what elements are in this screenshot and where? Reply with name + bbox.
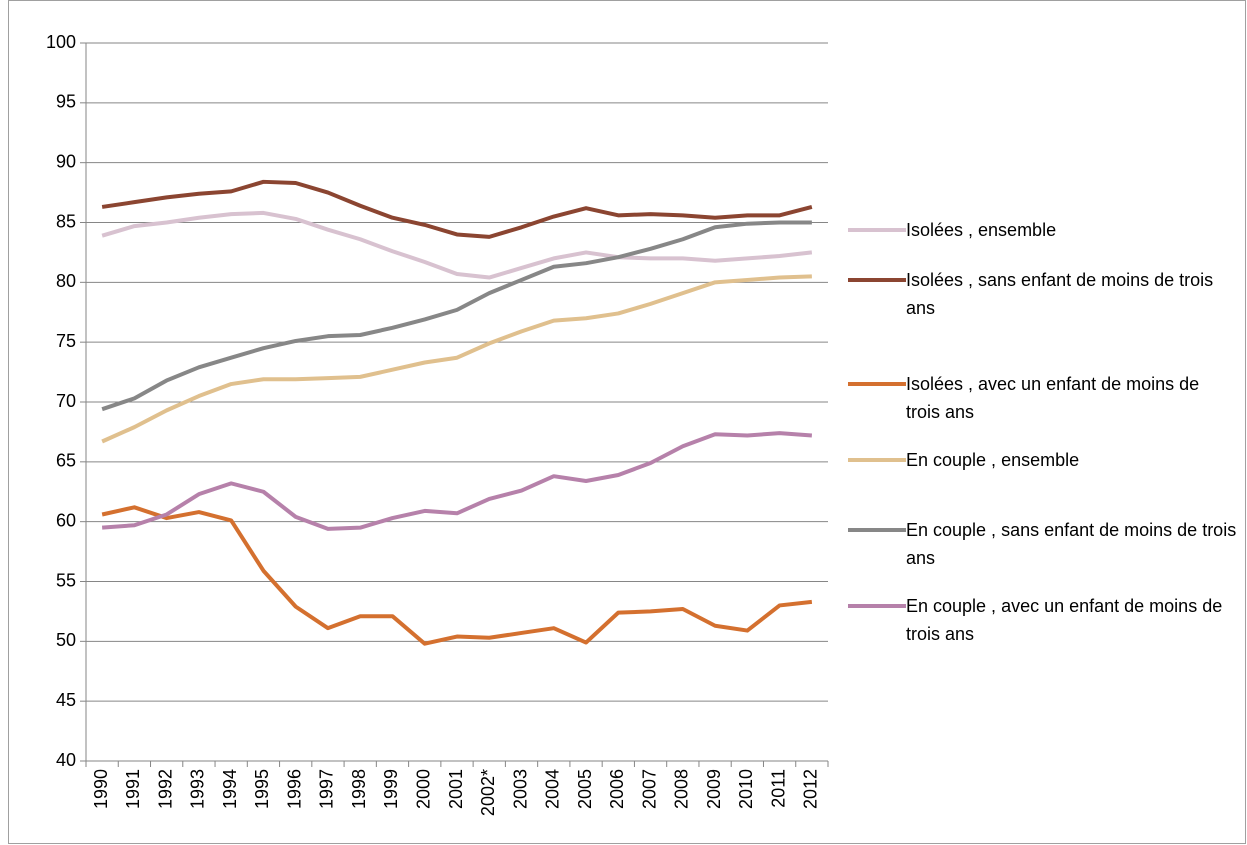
x-tick-label: 1995: [252, 769, 272, 809]
chart-border: [8, 0, 1246, 844]
legend-swatch: [848, 604, 906, 608]
x-tick-label: 1998: [349, 769, 369, 809]
legend-label: Isolées , sans enfant de moins de trois …: [906, 270, 1214, 318]
y-tick-label: 70: [56, 391, 76, 411]
x-tick-label: 1994: [220, 769, 240, 809]
legend-label: En couple , avec un enfant de moins de t…: [906, 596, 1223, 644]
legend-swatch: [848, 458, 906, 462]
x-tick-label: 2009: [704, 769, 724, 809]
x-tick-label: 1992: [155, 769, 175, 809]
legend-label: En couple , sans enfant de moins de troi…: [906, 520, 1237, 568]
x-tick-label: 2008: [672, 769, 692, 809]
y-tick-label: 65: [56, 451, 76, 471]
x-tick-label: 2010: [736, 769, 756, 809]
y-tick-label: 60: [56, 510, 76, 530]
legend-label: En couple , ensemble: [906, 450, 1080, 470]
line-series: [101, 431, 813, 531]
x-tick-label: 1990: [91, 769, 111, 809]
x-tick-label: 2006: [607, 769, 627, 809]
legend-item: En couple , avec un enfant de moins de t…: [848, 592, 1238, 648]
legend-swatch: [848, 228, 906, 232]
x-tick-label: 2003: [510, 769, 530, 809]
legend-item: Isolées , sans enfant de moins de trois …: [848, 266, 1238, 322]
line-series: [101, 505, 813, 646]
legend-swatch: [848, 528, 906, 532]
y-tick-label: 50: [56, 630, 76, 650]
x-tick-label: 2012: [801, 769, 821, 809]
y-tick-label: 95: [56, 92, 76, 112]
x-tick-label: 2004: [543, 769, 563, 809]
y-tick-label: 55: [56, 570, 76, 590]
x-tick-label: 2005: [575, 769, 595, 809]
legend-swatch: [848, 278, 906, 282]
x-tick-label: 1996: [284, 769, 304, 809]
legend-swatch: [848, 382, 906, 386]
y-tick-label: 40: [56, 750, 76, 770]
x-tick-label: 1999: [381, 769, 401, 809]
legend-item: En couple , sans enfant de moins de troi…: [848, 516, 1238, 572]
y-tick-label: 90: [56, 151, 76, 171]
y-tick-label: 100: [46, 32, 76, 52]
legend-label: Isolées , avec un enfant de moins de tro…: [906, 374, 1200, 422]
x-tick-label: 1993: [188, 769, 208, 809]
line-series: [101, 210, 813, 280]
x-tick-label: 2001: [446, 769, 466, 809]
line-series: [101, 220, 812, 412]
x-tick-label: 2000: [413, 769, 433, 809]
x-tick-label: 1997: [317, 769, 337, 809]
y-tick-label: 85: [56, 211, 76, 231]
legend-item: Isolées , avec un enfant de moins de tro…: [848, 370, 1238, 426]
y-tick-label: 75: [56, 331, 76, 351]
line-series: [101, 274, 812, 444]
y-tick-label: 45: [56, 690, 76, 710]
x-tick-label: 2002*: [478, 769, 498, 816]
y-tick-label: 80: [56, 271, 76, 291]
x-tick-label: 1991: [123, 769, 143, 809]
line-series: [101, 179, 813, 239]
legend-item: En couple , ensemble: [848, 446, 1238, 474]
x-tick-label: 2007: [639, 769, 659, 809]
x-tick-label: 2011: [768, 769, 788, 808]
legend-label: Isolées , ensemble: [906, 220, 1057, 240]
legend-item: Isolées , ensemble: [848, 216, 1238, 244]
